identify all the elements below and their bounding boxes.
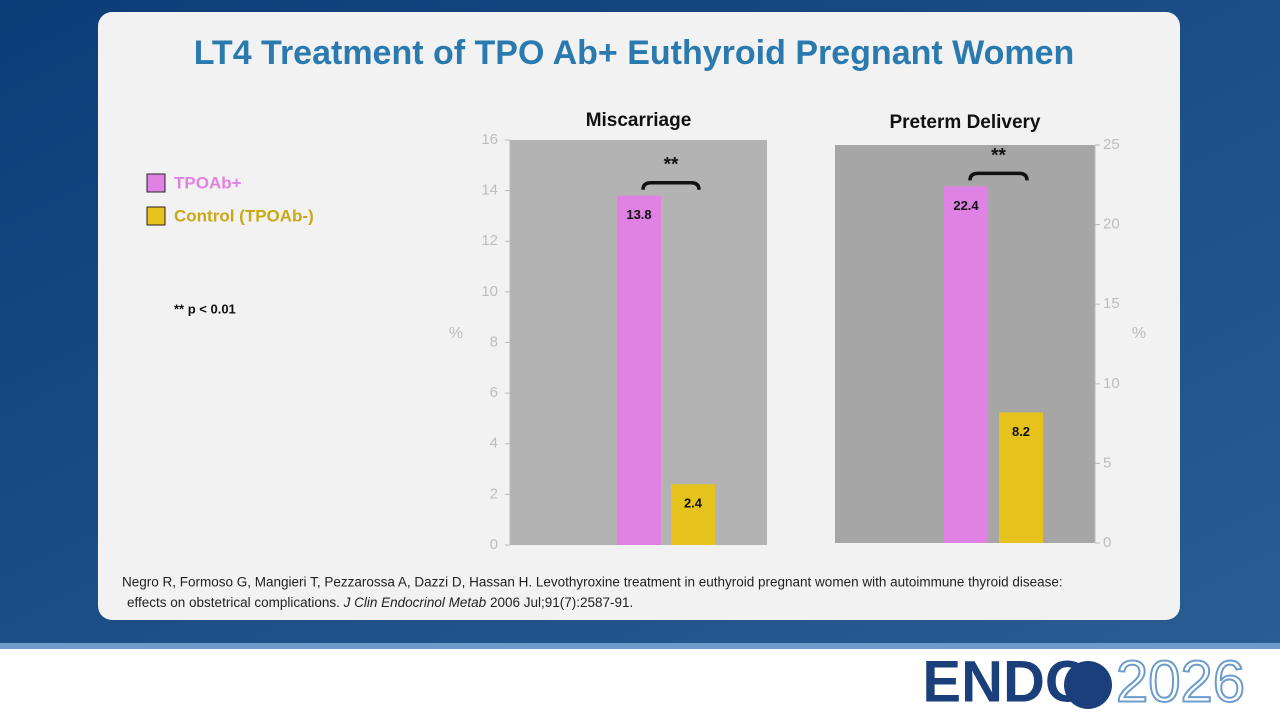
logo-globe [1064, 661, 1112, 709]
significance-label: ** [991, 145, 1006, 166]
y-tick-label: 10 [481, 283, 498, 300]
y-axis-label: % [449, 325, 463, 342]
citation-part: effects on obstetrical complications. [127, 595, 344, 610]
y-tick-label: 0 [490, 536, 498, 553]
y-tick-label: 2 [490, 485, 498, 502]
data-label: 13.8 [626, 207, 651, 222]
y-tick-label: 0 [1103, 534, 1111, 551]
y-axis-label: % [1132, 325, 1146, 342]
bar [944, 186, 988, 543]
legend-swatch [146, 206, 166, 226]
significance-label: ** [664, 155, 679, 176]
footer-line [0, 643, 1280, 649]
y-tick-label: 4 [490, 435, 498, 452]
footnote: ** p < 0.01 [174, 301, 236, 316]
citation: Negro R, Formoso G, Mangieri T, Pezzaros… [122, 575, 1063, 590]
y-tick-label: 25 [1103, 136, 1120, 153]
data-label: 2.4 [684, 496, 703, 511]
data-label: 8.2 [1012, 424, 1030, 439]
y-tick-label: 10 [1103, 375, 1120, 392]
y-tick-label: 15 [1103, 295, 1120, 312]
chart-title: Miscarriage [586, 110, 692, 131]
legend-swatch [146, 173, 166, 193]
data-label: 22.4 [953, 198, 979, 213]
y-tick-label: 16 [481, 131, 498, 148]
logo-year: 2026 [1116, 649, 1245, 714]
bar [671, 484, 715, 545]
logo-word: ENDO [922, 649, 1090, 714]
citation-part: 2006 Jul;91(7):2587-91. [486, 595, 633, 610]
y-tick-label: 12 [481, 232, 498, 249]
slide-title: LT4 Treatment of TPO Ab+ Euthyroid Pregn… [194, 34, 1075, 72]
y-tick-label: 6 [490, 384, 498, 401]
legend-label: Control (TPOAb-) [174, 206, 314, 225]
significance-bracket [641, 180, 701, 190]
bar [999, 412, 1043, 543]
y-tick-label: 5 [1103, 454, 1111, 471]
significance-bracket [968, 171, 1029, 181]
chart-title: Preterm Delivery [889, 112, 1040, 133]
y-tick-label: 20 [1103, 216, 1120, 233]
citation: effects on obstetrical complications. J … [127, 595, 633, 610]
y-tick-label: 8 [490, 333, 498, 350]
y-tick-label: 14 [481, 182, 498, 199]
bar [617, 195, 661, 545]
legend-label: TPOAb+ [174, 173, 242, 192]
citation-journal: J Clin Endocrinol Metab [343, 595, 487, 610]
